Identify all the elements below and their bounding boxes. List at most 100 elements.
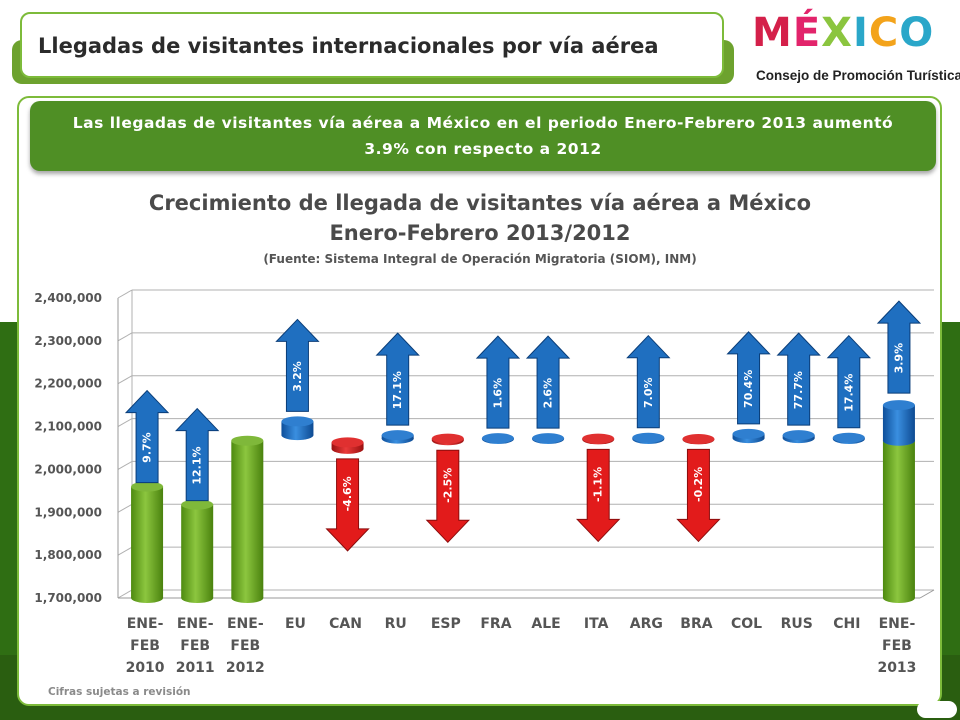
y-tick-label: 2,400,000 <box>34 291 102 305</box>
arrow-shape <box>525 335 571 429</box>
banner-line-1: Las llegadas de visitantes vía aérea a M… <box>72 114 894 132</box>
total-bar-top <box>131 481 164 492</box>
growth-arrow-up: 2.6% <box>525 335 571 429</box>
total-bar-top <box>181 499 214 510</box>
decrease-bar <box>331 437 364 454</box>
increase-bar-top <box>281 416 314 427</box>
increase-bar-top <box>481 433 514 444</box>
total-bar-body <box>231 440 264 598</box>
x-tick-label: 2011 <box>176 660 215 676</box>
increase-bar-base <box>882 435 915 446</box>
x-tick-label: 2012 <box>226 660 265 676</box>
increase-bar <box>882 400 915 446</box>
increase-bar-top <box>532 433 565 444</box>
growth-arrow-up: 17.4% <box>826 334 871 429</box>
growth-label: 70.4% <box>742 370 755 408</box>
increase-bar <box>832 432 865 444</box>
total-bar <box>181 499 214 603</box>
x-tick-label: ENE- <box>879 616 916 632</box>
growth-arrow-up: 3.9% <box>876 300 922 394</box>
growth-arrow-up: 1.6% <box>475 335 521 429</box>
increase-bar-top <box>882 400 915 411</box>
x-tick-label: 2010 <box>126 660 165 676</box>
total-bar-body <box>181 504 214 598</box>
grid-line-side <box>117 375 133 385</box>
x-tick-label: FEB <box>882 638 912 654</box>
x-tick-label: ESP <box>431 616 461 632</box>
logo-subtitle: Consejo de Promoción Turística <box>756 68 960 83</box>
x-tick-label: ARG <box>630 616 663 632</box>
growth-label: 17.1% <box>391 371 404 409</box>
total-bar-body <box>131 486 164 598</box>
arrow-shape <box>826 334 871 429</box>
total-bar-base <box>131 593 164 603</box>
total-bar-top <box>231 435 264 446</box>
total-bar <box>131 481 164 603</box>
increase-bar-top <box>632 432 665 443</box>
logo-letter: M <box>752 10 793 56</box>
growth-label: 12.1% <box>191 446 204 484</box>
logo-letter: X <box>821 10 853 56</box>
growth-arrow-up: 77.7% <box>776 332 821 426</box>
arrow-shape <box>726 331 771 425</box>
x-tick-label: FEB <box>230 638 260 654</box>
x-tick-labels: ENE- FEB 2010 ENE- FEB 2011 ENE- FEB 2012 EU CAN RU… <box>126 616 917 676</box>
growth-label: 2.6% <box>542 378 555 409</box>
growth-arrow-up: 7.0% <box>626 334 671 429</box>
y-tick-label: 2,000,000 <box>34 462 102 476</box>
x-tick-label: ENE- <box>227 616 264 632</box>
x-tick-label: ENE- <box>127 616 164 632</box>
grid-line-side <box>117 589 133 599</box>
increase-bar-body <box>882 405 915 441</box>
arrow-shape <box>175 407 220 502</box>
x-tick-label: RUS <box>781 616 813 632</box>
grid-line-side <box>117 332 133 342</box>
x-tick-label: FEB <box>130 638 160 654</box>
growth-arrow-up: 9.7% <box>124 389 170 484</box>
total-bar-body <box>882 440 915 598</box>
decrease-bar <box>582 433 615 445</box>
decrease-bar <box>682 434 715 445</box>
total-bar-base <box>181 593 214 603</box>
arrow-shape <box>576 448 621 543</box>
grid-line-side <box>117 418 133 428</box>
grid-line-side <box>117 460 133 470</box>
banner-text: Las llegadas de visitantes vía aérea a M… <box>30 110 936 162</box>
increase-bar-base <box>281 430 314 441</box>
growth-arrow-up: 17.1% <box>375 332 420 426</box>
logo-wordmark: MÉXICO <box>752 8 934 58</box>
x-tick-label: BRA <box>680 616 712 632</box>
x-tick-label: ALE <box>531 616 560 632</box>
increase-bar <box>732 428 765 444</box>
x-tick-label: FRA <box>480 616 511 632</box>
decrease-bar-top <box>431 433 464 444</box>
growth-label: 7.0% <box>642 377 655 408</box>
arrow-shape <box>626 334 671 429</box>
arrow-shape <box>776 332 821 426</box>
increase-bar <box>532 433 565 444</box>
x-tick-label: 2013 <box>877 660 916 676</box>
headline-banner: Las llegadas de visitantes vía aérea a M… <box>30 101 936 171</box>
title-box: Llegadas de visitantes internacionales p… <box>20 12 724 78</box>
page-title: Llegadas de visitantes internacionales p… <box>38 34 659 58</box>
y-tick-label: 2,300,000 <box>34 334 102 348</box>
increase-bar <box>281 416 314 441</box>
y-tick-label: 2,200,000 <box>34 377 102 391</box>
increase-bar <box>632 432 665 444</box>
y-tick-label: 2,100,000 <box>34 420 102 434</box>
footnote: Cifras sujetas a revisión <box>48 686 191 698</box>
chart-subtitle: Enero-Febrero 2013/2012 <box>329 221 631 245</box>
x-tick-label: FEB <box>180 638 210 654</box>
x-tick-label: CHI <box>833 616 860 632</box>
grid-line-side <box>117 503 133 513</box>
arrow-shape <box>275 318 320 412</box>
y-tick-label: 1,700,000 <box>34 591 102 605</box>
x-tick-label: RU <box>385 616 407 632</box>
arrow-shape <box>876 300 922 394</box>
growth-label: 3.2% <box>291 361 304 392</box>
increase-bar-top <box>732 428 765 439</box>
increase-bar-top <box>381 430 414 441</box>
y-tick-labels: 1,700,000 1,800,000 1,900,000 2,000,000 2,10… <box>34 291 102 605</box>
decrease-bar-top <box>682 434 715 444</box>
x-tick-label: CAN <box>329 616 362 632</box>
